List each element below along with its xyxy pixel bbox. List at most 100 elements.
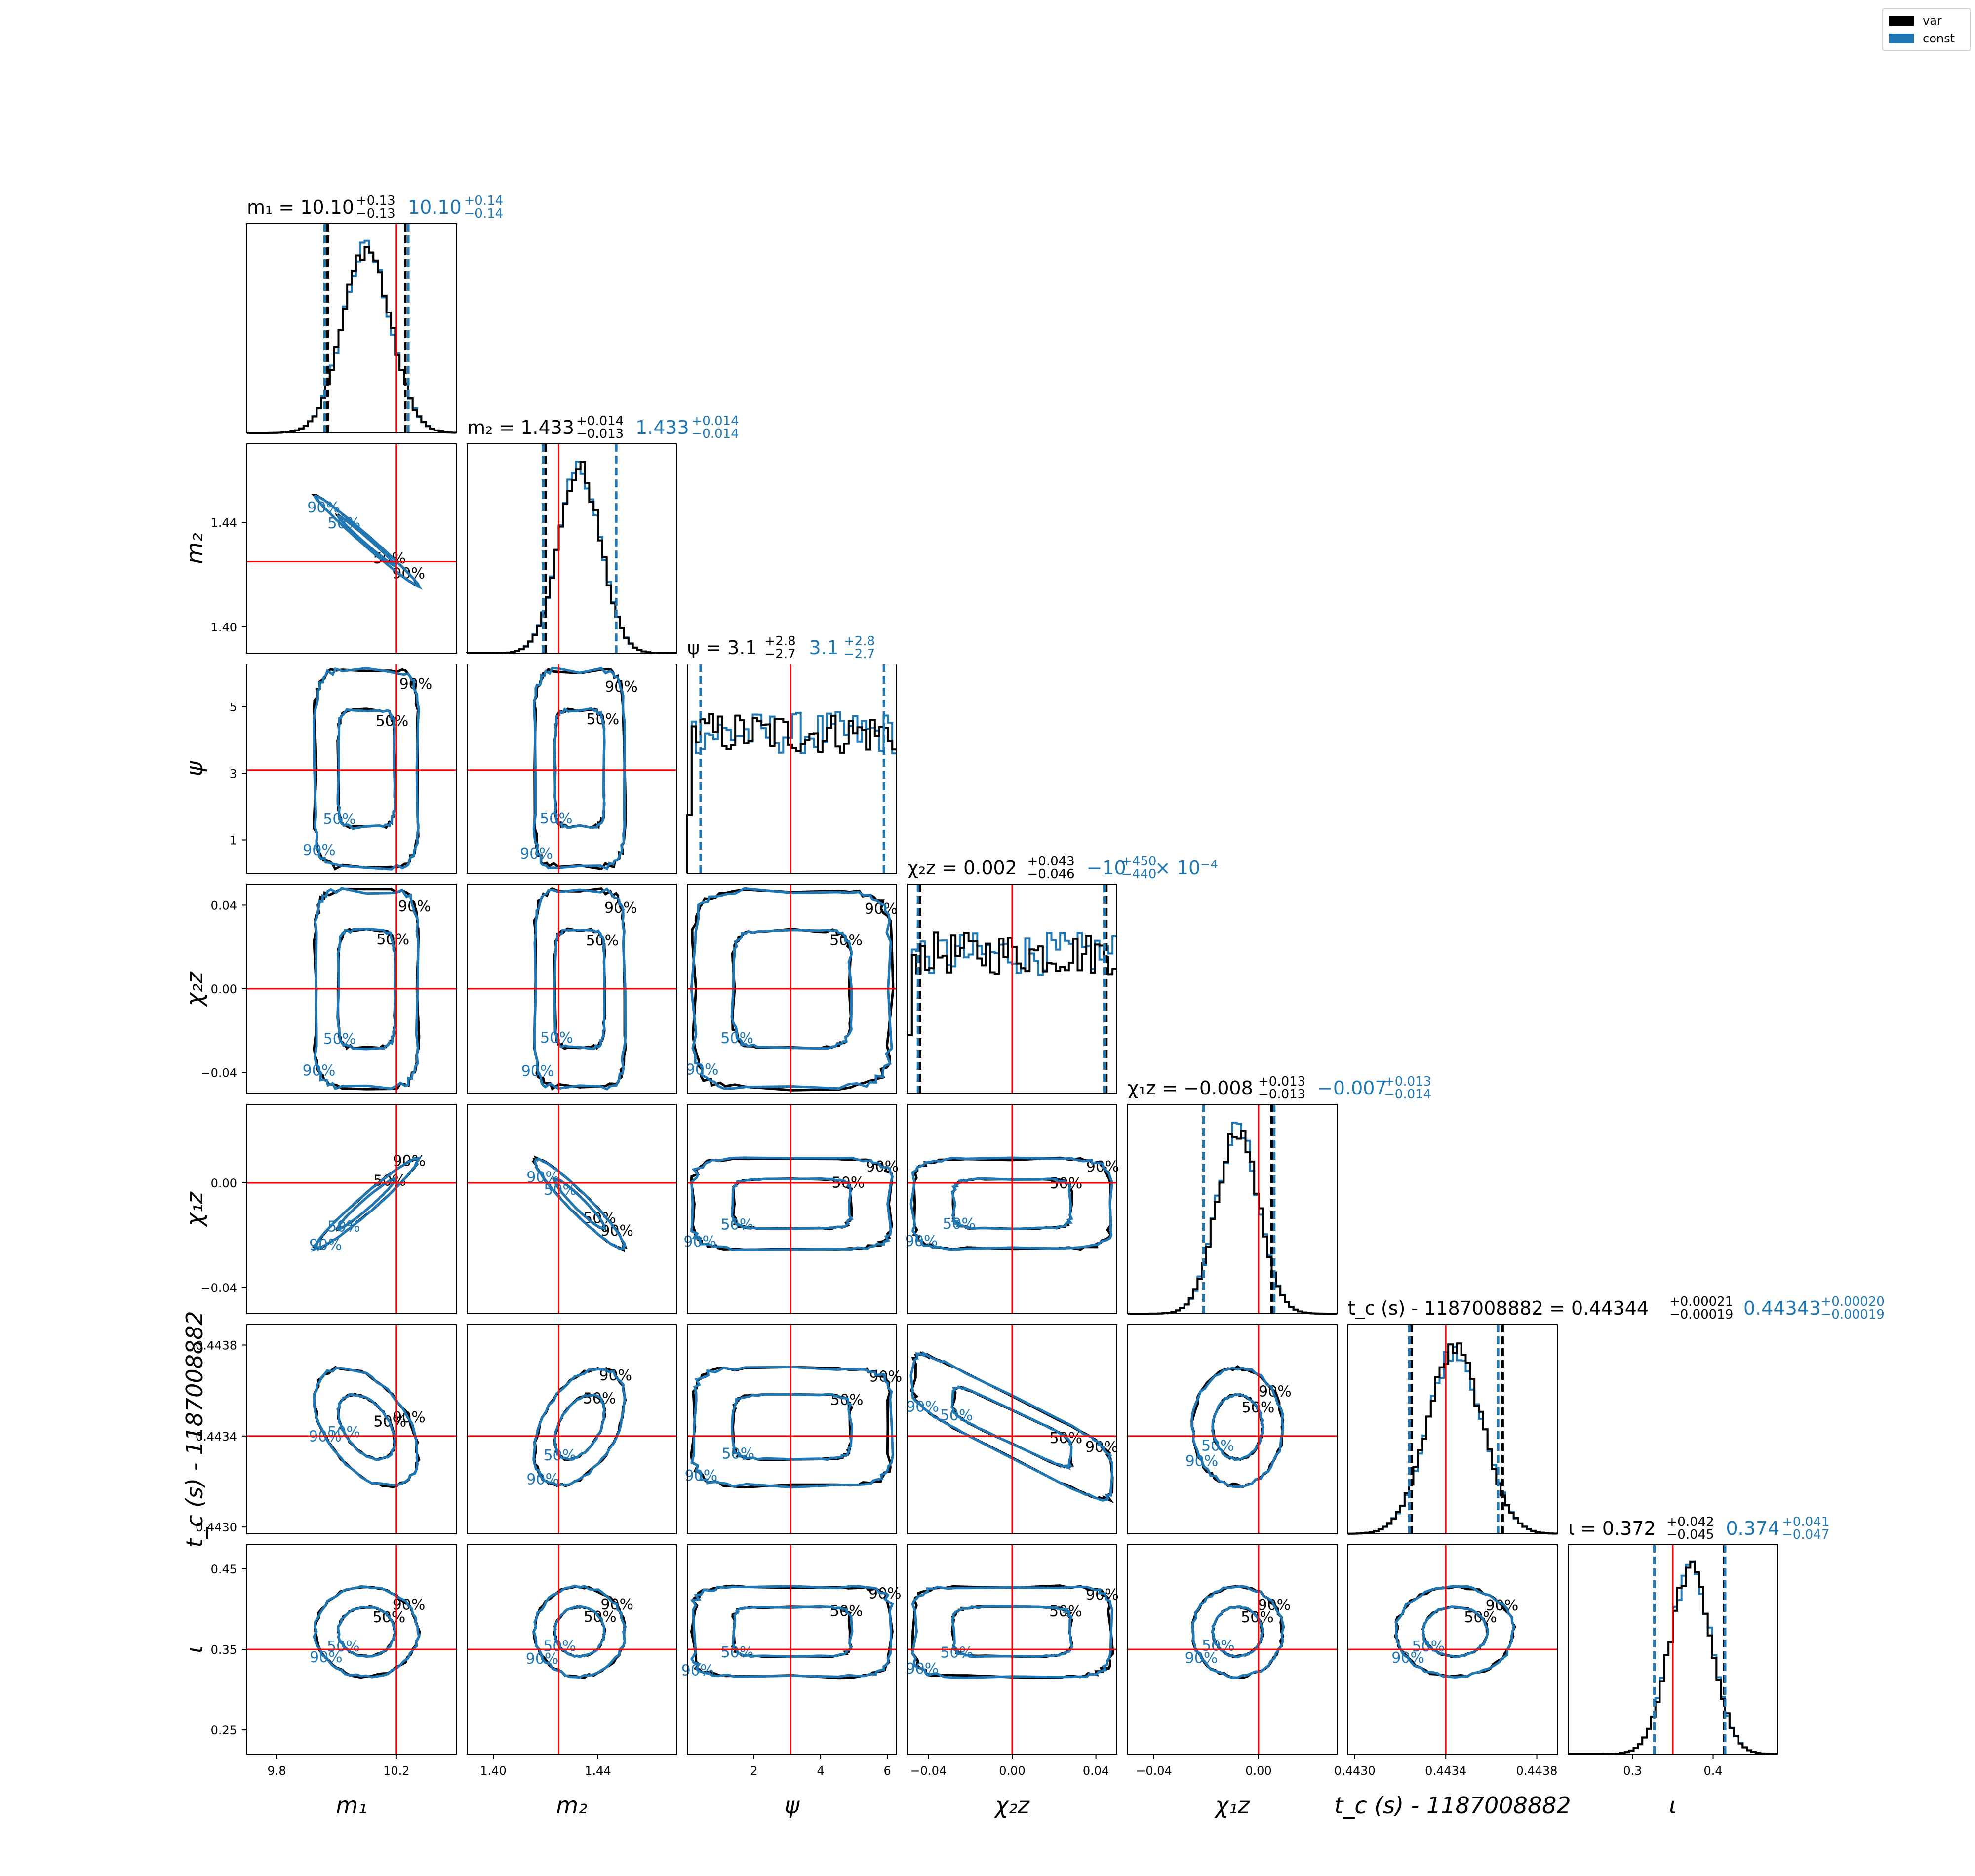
panel-psi-m1: 90%50%90%50% [247,664,456,873]
panel-frame-iota-psi [687,1544,897,1755]
panel-frame-chi1z-psi [687,1104,897,1314]
contour-90-const-iota-chi1z [1191,1585,1285,1679]
contour-90-const-chi1z-chi2z [909,1156,1113,1251]
panel-tc-psi: 90%50%90%50% [685,1325,902,1534]
title-tc: t_c (s) - 1187008882 = 0.44344 +0.00021−0… [1348,1294,1885,1322]
title-const-lower-m2: −0.014 [692,427,739,441]
title-var-upper-iota: +0.042 [1667,1515,1714,1529]
panel-frame-chi1z-chi1z [1127,1104,1338,1314]
contour-90-const-tc-m1 [313,1367,419,1486]
xtick-label-psi-2: 6 [883,1764,891,1778]
yaxis-label-m2: m₂ [181,533,208,564]
ytick-label-psi-1: 3 [230,767,237,781]
panel-frame-iota-chi1z [1127,1544,1338,1755]
contour-label-50-const-chi1z-psi: 50% [721,1216,754,1233]
contour-label-90-var-chi2z-m2: 90% [604,899,637,917]
contour-label-50-const-chi2z-psi: 50% [720,1030,753,1047]
title-var-psi: ψ = 3.1 [687,637,757,659]
title-psi: ψ = 3.1 +2.8−2.7 3.1 +2.8−2.7 [687,634,875,662]
ytick-label-chi1z-1: 0.00 [211,1176,237,1190]
panel-chi1z-psi: 90%50%90%50% [683,1104,899,1314]
contour-50-const-chi1z-chi2z [950,1177,1073,1231]
contour-50-const-tc-psi [730,1393,854,1461]
histogram-tc [1347,1325,1557,1535]
contour-90-const-tc-chi2z [909,1351,1113,1502]
title-const-iota: 0.374 [1726,1518,1780,1539]
legend-item-var: var [1889,14,1942,28]
contour-90-const-m2-m1 [313,494,423,590]
ytick-label-iota-2: 0.45 [211,1563,237,1576]
title-var-lower-chi2z: −0.046 [1027,867,1075,882]
contour-label-50-const-iota-tc: 50% [1412,1638,1445,1655]
contour-50-const-chi1z-psi [730,1177,854,1230]
panel-frame-m1-m1 [246,223,457,433]
contour-label-90-var-iota-tc: 90% [1486,1597,1519,1614]
histogram-chi2z [907,884,1117,1094]
panel-tc-chi2z: 90%50%90% 50% [906,1325,1118,1534]
title-const-upper-iota: +0.041 [1782,1515,1829,1529]
contour-label-90-const-iota-psi: 90% [681,1662,714,1680]
yaxis-label-psi: ψ [181,760,208,776]
xaxis-label-chi2z: χ₂z [993,1792,1030,1819]
title-const-m2: 1.433 [635,417,689,438]
contour-label-90-const-m2-m1: 90% [307,499,340,516]
ytick-label-chi1z-0: −0.04 [200,1281,237,1295]
panel-tc-m1: 90%50%90%50% [247,1325,456,1534]
contour-50-const-tc-m2 [553,1393,606,1461]
contour-label-50-const-chi2z-m1: 50% [323,1030,356,1048]
xaxis-label-m1: m₁ [336,1792,367,1819]
ytick-label-m2-1: 1.44 [211,516,237,530]
histogram-m1 [246,224,456,434]
contour-90-var-iota-chi2z [911,1584,1114,1679]
title-chi2z: χ₂z = 0.002 +0.043−0.046 −10+450−440× 10⁻⁴ [908,854,1218,882]
contour-label-50-const-tc-psi: 50% [721,1445,754,1462]
xtick-label-m2-0: 1.40 [480,1764,506,1778]
contour-label-90-const-iota-chi2z: 90% [906,1660,939,1678]
panel-iota-chi1z: 90%50%90%50% [1128,1545,1337,1754]
contour-50-const-m2-m1 [336,513,399,569]
contour-label-90-const-iota-m1: 90% [310,1649,343,1666]
ytick-label-m2-0: 1.40 [211,621,237,634]
panel-chi1z-m1: 90%50%90%50% [247,1104,456,1314]
contour-label-90-const-tc-chi2z: 90% [906,1399,939,1416]
contour-label-50-var-chi2z-m2: 50% [586,932,619,949]
contour-90-const-iota-psi [690,1585,894,1678]
title-var-iota: ι = 0.372 [1568,1518,1656,1539]
title-var-upper-chi1z: +0.013 [1258,1074,1305,1089]
title-var-lower-m1: −0.13 [356,206,395,221]
histogram-psi [686,664,897,873]
hist-line-var-m2 [467,461,676,654]
title-iota: ι = 0.372 +0.042−0.045 0.374 +0.041−0.047 [1568,1515,1829,1542]
panel-frame-chi1z-m1 [246,1104,457,1314]
panel-frame-tc-chi2z [907,1324,1117,1534]
xtick-label-tc-2: 0.4438 [1516,1764,1558,1778]
panel-frame-chi2z-m2 [467,884,677,1094]
ytick-label-chi2z-1: 0.00 [211,982,237,996]
hist-line-const-tc [1347,1346,1557,1535]
contour-label-90-const-tc-chi1z: 90% [1185,1452,1219,1470]
title-const-m1: 10.10 [408,196,462,218]
contour-label-50-const-iota-m2: 50% [543,1638,576,1655]
hist-line-var-tc [1347,1342,1557,1535]
contour-50-const-psi-m2 [553,707,606,830]
contour-label-90-const-iota-m2: 90% [526,1650,559,1668]
panel-iota-tc: 90%50%90%50% [1348,1545,1557,1754]
contour-label-50-const-chi1z-chi2z: 50% [943,1215,976,1233]
panel-chi2z-m1: 90%50%90%50% [247,884,456,1094]
xtick-label-iota-1: 0.4 [1703,1764,1722,1778]
contour-label-90-const-chi1z-psi: 90% [683,1233,716,1251]
legend-swatch-const [1889,34,1914,43]
legend-label-var: var [1923,14,1942,28]
contour-90-var-psi-m2 [533,667,627,871]
contour-label-50-const-iota-m1: 50% [327,1638,360,1655]
title-m2: m₂ = 1.433 +0.014−0.013 1.433 +0.014−0.014 [467,414,739,441]
title-const-lower-iota: −0.047 [1782,1527,1829,1542]
panel-frame-chi1z-m2 [467,1104,677,1314]
contour-90-const-iota-tc [1394,1585,1515,1679]
contour-50-const-tc-m1 [336,1393,397,1461]
title-const-lower-chi2z: −440 [1121,867,1156,882]
panel-psi-m2: 90%50%90%50% [467,664,676,873]
contour-label-50-const-tc-m1: 50% [327,1424,360,1441]
panel-frame-iota-iota [1568,1544,1778,1755]
